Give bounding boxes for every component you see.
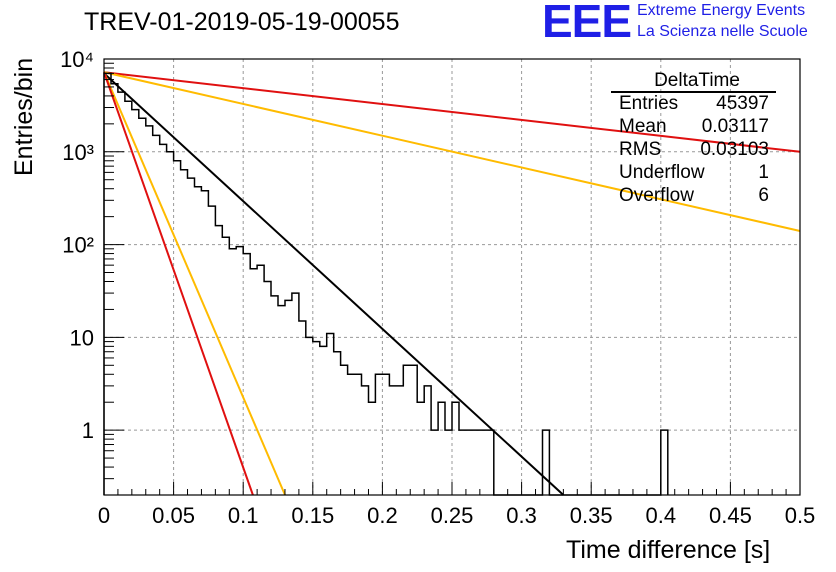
x-tick-label: 0.45 [709,503,752,528]
fit-line [103,71,801,153]
stats-label: Underflow [619,162,705,183]
logo-line-1: Extreme Energy Events [637,2,806,19]
y-axis-title: Entries/bin [10,57,38,176]
logo-line-2: La Scienza nelle Scuole [637,23,808,40]
chart-title: TREV-01-2019-05-19-00055 [84,8,400,36]
eee-logo: EEE [542,0,632,47]
stats-row: Underflow 1 [619,162,769,184]
fit-line [103,72,565,496]
y-axis: 1 10 10² 10³ 10⁴ [60,47,124,496]
stats-value: 1 [758,162,769,183]
y-tick-label: 10² [62,233,94,258]
stats-label: Entries [619,93,679,114]
stats-value: 6 [758,185,769,206]
x-tick-label: 0.5 [785,503,816,528]
x-tick-label: 0.05 [152,503,195,528]
y-tick-label: 10³ [62,140,94,165]
stats-value: 45397 [716,93,769,114]
stats-divider [611,91,776,93]
x-tick-label: 0.4 [646,503,677,528]
stats-box: DeltaTime Entries 45397 Mean 0.03117 RMS… [611,70,783,207]
stats-value: 0.03117 [701,116,769,137]
stats-row: RMS 0.03103 [619,139,769,161]
x-tick-label: 0.25 [431,503,474,528]
x-tick-label: 0.2 [367,503,398,528]
y-tick-label: 10⁴ [60,47,94,72]
fit-line [103,71,801,232]
stats-row: Entries 45397 [619,93,769,115]
x-tick-label: 0.1 [228,503,259,528]
stats-row: Overflow 6 [619,185,769,207]
stats-label: Mean [619,116,667,137]
x-tick-label: 0.3 [506,503,537,528]
y-tick-label: 10 [70,325,94,350]
stats-row: Mean 0.03117 [619,116,769,138]
y-tick-label: 1 [82,418,94,443]
x-axis-title: Time difference [s] [566,536,771,564]
x-tick-label: 0.35 [570,503,613,528]
fit-line [103,71,254,496]
stats-title: DeltaTime [654,70,740,91]
x-tick-label: 0 [98,503,110,528]
stats-label: Overflow [619,185,694,206]
fit-line [103,71,286,496]
x-axis: 0 0.05 0.1 0.15 0.2 0.25 0.3 0.35 0.4 0.45 0.5 [98,482,815,528]
x-tick-label: 0.15 [291,503,334,528]
stats-label: RMS [619,139,662,160]
stats-value: 0.03103 [700,139,769,160]
fit-lines [103,71,801,496]
